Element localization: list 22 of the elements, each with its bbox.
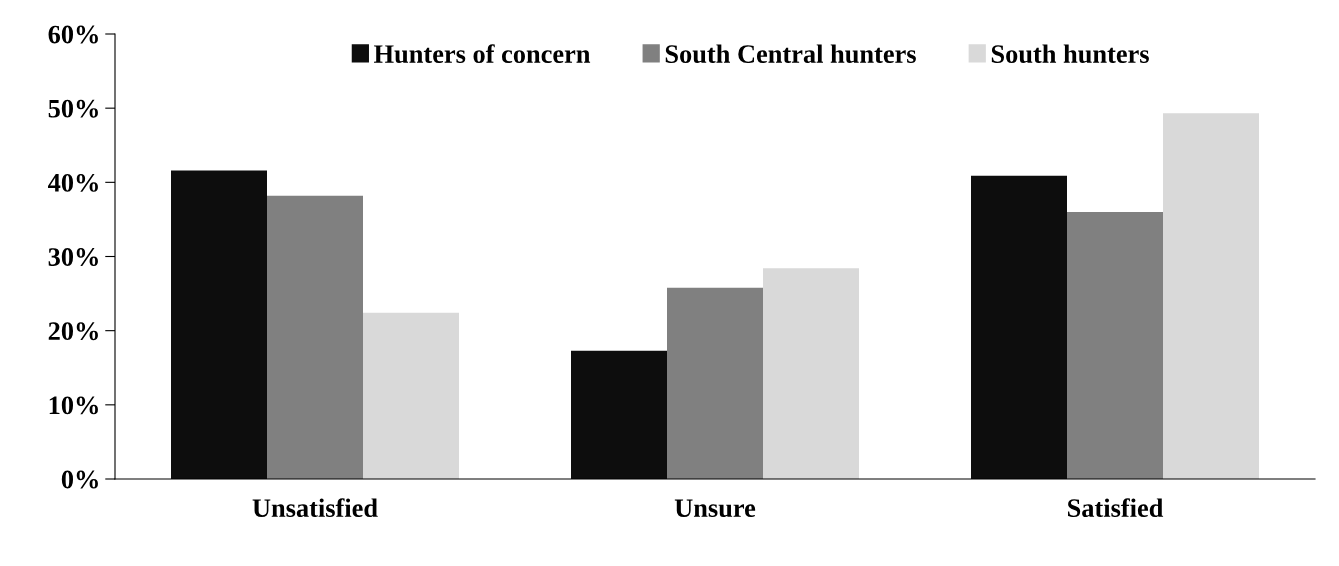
y-tick-label: 30% xyxy=(48,248,98,266)
bar xyxy=(971,175,1067,479)
y-tick-label: 60% xyxy=(48,25,98,44)
y-tick-label: 50% xyxy=(48,99,98,118)
bar xyxy=(571,350,667,479)
y-tick-label: 20% xyxy=(48,322,98,341)
bar xyxy=(363,312,459,479)
bar xyxy=(1163,113,1259,479)
bar xyxy=(763,268,859,479)
bar xyxy=(267,195,363,479)
x-tick-label: Unsatisfied xyxy=(252,498,378,518)
y-tick-label: 0% xyxy=(61,470,98,489)
legend-label: Hunters of concern xyxy=(374,44,591,64)
bar xyxy=(667,287,763,479)
bar xyxy=(1067,212,1163,479)
y-tick-label: 40% xyxy=(48,173,98,192)
x-tick-label: Satisfied xyxy=(1068,498,1164,518)
x-tick-label: Unsure xyxy=(674,499,756,518)
y-tick-label: 10% xyxy=(49,396,98,415)
bar xyxy=(171,170,267,479)
legend-label: South Central hunters xyxy=(665,44,916,64)
legend-label: South hunters xyxy=(991,44,1149,64)
